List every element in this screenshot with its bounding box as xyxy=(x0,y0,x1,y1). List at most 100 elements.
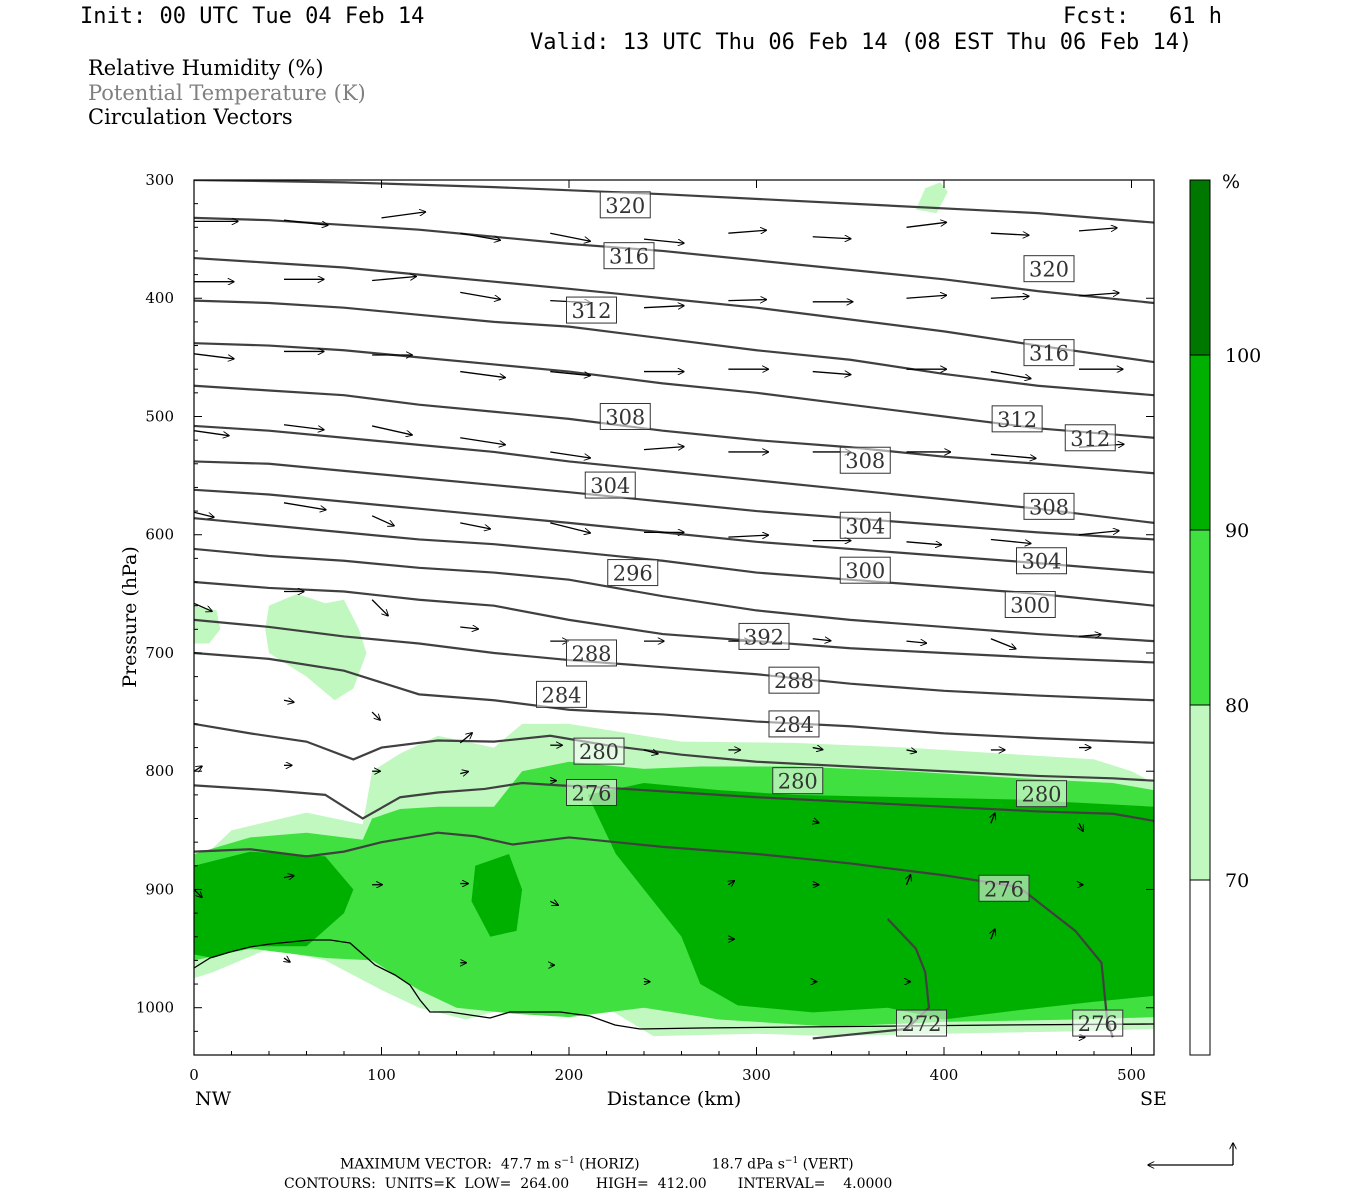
circulation-vector xyxy=(643,447,684,450)
contour-label-284: 284 xyxy=(541,683,581,707)
circulation-vector xyxy=(283,876,294,878)
y-tick-label: 500 xyxy=(145,407,174,425)
circulation-vector xyxy=(283,700,294,702)
contour-label-280: 280 xyxy=(778,770,818,794)
contour-label-box xyxy=(839,511,891,539)
circulation-vector xyxy=(728,881,734,885)
theta-contour-280 xyxy=(194,781,1154,822)
circulation-vector xyxy=(284,958,290,962)
theta-contour-284 xyxy=(194,651,1154,744)
contour-label-box xyxy=(839,556,891,584)
theta-contour-324 xyxy=(194,299,1154,397)
circulation-vector xyxy=(906,641,927,643)
contour-label-box xyxy=(839,446,891,474)
y-tick-label: 600 xyxy=(145,526,174,544)
circulation-vector xyxy=(460,627,478,629)
contour-label-320: 320 xyxy=(1029,258,1069,282)
contour-label-box xyxy=(566,779,617,806)
contour-label-box xyxy=(1016,547,1067,575)
theta-contour-296 xyxy=(194,547,1154,643)
contour-label-304: 304 xyxy=(1021,550,1061,574)
circulation-vector xyxy=(990,296,1029,298)
circulation-vector xyxy=(728,230,766,233)
circulation-vector xyxy=(460,370,505,378)
relative-humidity-shading xyxy=(194,182,1154,1037)
colorbar-band xyxy=(1189,704,1211,881)
contour-label-box xyxy=(738,622,790,650)
circulation-vector xyxy=(1078,531,1119,536)
legend-relative-humidity: Relative Humidity (%) xyxy=(88,56,324,80)
y-tick-label: 300 xyxy=(145,171,174,189)
rh-region-70 xyxy=(265,593,367,701)
theta-contour-328 xyxy=(194,256,1154,364)
x-tick-label: 400 xyxy=(930,1066,959,1084)
contour-label-box xyxy=(566,639,617,667)
theta-contour-276 xyxy=(194,831,1114,1038)
circulation-vector xyxy=(371,515,394,526)
contour-label-312: 312 xyxy=(1070,427,1110,451)
circulation-vector xyxy=(643,306,684,308)
circulation-vector xyxy=(991,929,995,940)
contour-label-box xyxy=(584,471,636,499)
circulation-vector xyxy=(728,300,766,301)
rh-region-70 xyxy=(915,182,948,214)
contour-label-box xyxy=(768,710,820,738)
circulation-vector xyxy=(1078,634,1101,636)
max-vector-note: MAXIMUM VECTOR: 47.7 m s−1 (HORIZ) 18.7 d… xyxy=(340,1156,854,1173)
colorbar-band xyxy=(1189,354,1211,531)
colorbar-level-label: 90 xyxy=(1225,520,1249,542)
circulation-vector xyxy=(906,222,947,228)
contour-label-box xyxy=(607,559,659,587)
circulation-vector xyxy=(460,232,500,240)
contour-label-304: 304 xyxy=(590,474,630,498)
circulation-vector xyxy=(194,353,234,359)
circulation-vector xyxy=(812,639,831,641)
reference-vector-icon xyxy=(1148,1143,1233,1165)
circulation-vector xyxy=(812,237,851,239)
contour-label-272: 272 xyxy=(901,1012,941,1036)
legend-potential-temperature: Potential Temperature (K) xyxy=(88,81,366,105)
contour-label-box xyxy=(603,242,655,270)
circulation-vector xyxy=(643,238,684,243)
contour-label-308: 308 xyxy=(845,449,885,473)
circulation-vector xyxy=(372,277,416,282)
contour-label-308: 308 xyxy=(1029,495,1069,519)
x-tick-label: 300 xyxy=(742,1066,771,1084)
valid-time: Valid: 13 UTC Thu 06 Feb 14 (08 EST Thu … xyxy=(530,30,1193,55)
rh-region-90 xyxy=(194,851,354,959)
x-tick-label: 0 xyxy=(189,1066,199,1084)
contour-label-284: 284 xyxy=(774,713,814,737)
circulation-vector xyxy=(371,599,388,616)
contour-label-box xyxy=(768,666,820,694)
colorbar-band xyxy=(1189,879,1211,1056)
circulation-vector xyxy=(990,370,1031,379)
theta-contour-320 xyxy=(194,342,1154,439)
circulation-vector xyxy=(459,733,472,744)
contour-label-300: 300 xyxy=(1010,593,1050,617)
contour-label-280: 280 xyxy=(1021,783,1061,807)
y-axis-title: Pressure (hPa) xyxy=(119,546,141,688)
circulation-vector xyxy=(1078,228,1117,231)
x-tick-label: 100 xyxy=(367,1066,396,1084)
circulation-vector xyxy=(194,511,214,517)
colorbar-level-label: 80 xyxy=(1225,695,1249,717)
colorbar-band xyxy=(1189,179,1211,356)
circulation-vector xyxy=(460,772,468,774)
legend-circulation-vectors: Circulation Vectors xyxy=(88,105,293,129)
circulation-vector xyxy=(728,535,768,537)
circulation-vector xyxy=(550,232,590,241)
contour-label-280: 280 xyxy=(579,740,619,764)
theta-contour-336 xyxy=(194,180,1154,224)
theta-contour-272 xyxy=(812,918,931,1040)
circulation-vectors xyxy=(194,212,1124,1037)
contour-label-box xyxy=(1072,1009,1124,1037)
x-tick-label: 500 xyxy=(1117,1066,1146,1084)
horizontal-tag: (HORIZ) xyxy=(574,1156,640,1173)
contour-label-392: 392 xyxy=(744,625,784,649)
circulation-vector xyxy=(907,875,911,885)
contour-label-308: 308 xyxy=(605,405,645,429)
circulation-vector xyxy=(990,538,1031,543)
contour-label-box xyxy=(978,874,1030,902)
circulation-vector xyxy=(812,372,851,375)
contour-label-316: 316 xyxy=(1029,342,1069,366)
